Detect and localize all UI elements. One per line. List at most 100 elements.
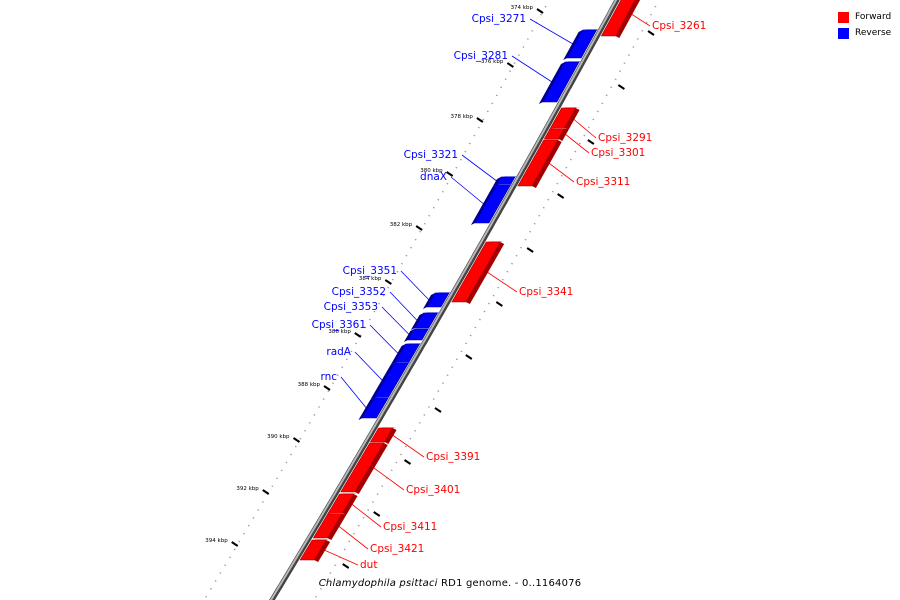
tick-label: 380 kbp [420, 168, 443, 174]
tick-mark-left [231, 541, 239, 547]
gene-side-face [403, 329, 415, 342]
gene-label-cpsi-3311[interactable]: Cpsi_3311 [576, 176, 630, 188]
tick-mark-right [526, 247, 534, 253]
leader-cpsi-3341 [486, 271, 518, 293]
leader-cpsi-3321 [461, 154, 497, 182]
gene-label-cpsi-3361[interactable]: Cpsi_3361 [312, 319, 366, 331]
gene-side-face [538, 62, 566, 104]
tick-label: 374 kbp [511, 5, 534, 11]
gene-label-cpsi-3353[interactable]: Cpsi_3353 [324, 301, 378, 313]
tick-label: 394 kbp [205, 538, 228, 544]
gene-label-cpsi-3421[interactable]: Cpsi_3421 [370, 543, 424, 555]
leader-dut [323, 549, 359, 566]
gene-label-cpsi-3351[interactable]: Cpsi_3351 [343, 265, 397, 277]
gene-cpsi-3391[interactable] [369, 427, 397, 444]
gene-side-face [558, 129, 568, 141]
leader-cpsi-3261 [631, 13, 651, 27]
gene-label-dut[interactable]: dut [360, 559, 377, 571]
gene-label-cpsi-3321[interactable]: Cpsi_3321 [404, 149, 458, 161]
gene-cpsi-3353[interactable] [403, 328, 433, 342]
tick-mark-left [262, 489, 270, 495]
gene-label-cpsi-3391[interactable]: Cpsi_3391 [426, 451, 480, 463]
tick-label: 388 kbp [298, 382, 321, 388]
gene-label-cpsi-3301[interactable]: Cpsi_3301 [591, 147, 645, 159]
gene-label-cpsi-3291[interactable]: Cpsi_3291 [598, 132, 652, 144]
leader-cpsi-3281 [511, 55, 553, 83]
leader-dnax [450, 176, 484, 205]
leader-cpsi-3352 [389, 291, 418, 321]
genome-backbone [269, 0, 620, 600]
gene-label-cpsi-3271[interactable]: Cpsi_3271 [472, 13, 526, 25]
tick-mark-right [373, 511, 381, 517]
gene-label-rada[interactable]: radA [326, 346, 351, 358]
gene-cpsi-3321[interactable] [492, 176, 519, 187]
gene-features [299, 0, 643, 562]
tick-label: 376 kbp [481, 59, 504, 65]
tick-mark-left [384, 279, 392, 285]
gene-label-cpsi-3341[interactable]: Cpsi_3341 [519, 286, 573, 298]
leader-cpsi-3401 [373, 467, 405, 491]
gene-cpsi-3341[interactable] [451, 241, 505, 304]
tick-mark-right [557, 193, 565, 199]
gene-label-rnc[interactable]: rnc [320, 371, 337, 383]
gene-side-face [370, 363, 395, 400]
gene-cpsi-3401[interactable] [340, 442, 388, 494]
leader-cpsi-3353 [381, 306, 410, 335]
gene-label-cpsi-3281[interactable]: Cpsi_3281 [454, 50, 508, 62]
legend-item-forward: Forward [838, 9, 900, 25]
gene-label-cpsi-3261[interactable]: Cpsi_3261 [652, 20, 706, 32]
gene-label-cpsi-3411[interactable]: Cpsi_3411 [383, 521, 437, 533]
tick-mark-right [495, 301, 503, 307]
leader-cpsi-3411 [351, 503, 382, 528]
gene-side-face [470, 185, 497, 225]
tick-mark-right [403, 459, 412, 465]
legend-label-reverse: Reverse [855, 28, 892, 38]
kbp-ticks: 374 kbp 376 kbp 378 kbp 380 kbp 382 kbp 384 k… [205, 5, 655, 569]
legend-label-forward: Forward [855, 12, 892, 22]
gene-cpsi-3351[interactable] [422, 292, 454, 309]
tick-label: 384 kbp [359, 276, 382, 282]
gene-side-face [563, 30, 583, 60]
leader-rada [354, 351, 383, 381]
forward-swatch [838, 11, 849, 23]
reverse-swatch [838, 27, 849, 39]
gene-side-face [314, 540, 331, 562]
gene-dut[interactable] [299, 539, 331, 562]
gene-cpsi-3291[interactable] [548, 107, 580, 132]
gene-cpsi-3421[interactable] [312, 513, 346, 540]
gene-cpsi-3361[interactable] [390, 343, 424, 365]
gene-cpsi-3281[interactable] [538, 61, 584, 104]
gene-cpsi-3352[interactable] [410, 312, 442, 330]
gene-side-face [465, 242, 505, 304]
gene-label-cpsi-3401[interactable]: Cpsi_3401 [406, 484, 460, 496]
tick-mark-right [434, 407, 442, 413]
gene-label-cpsi-3352[interactable]: Cpsi_3352 [332, 286, 386, 298]
leader-cpsi-3351 [400, 270, 430, 301]
gene-dnax[interactable] [470, 184, 515, 225]
gene-label-dnax[interactable]: dnaX [420, 171, 447, 183]
gene-side-face [531, 140, 562, 188]
tick-label: 382 kbp [390, 222, 413, 228]
gene-side-face [358, 398, 375, 420]
gene-cpsi-3271[interactable] [563, 29, 601, 60]
leader-cpsi-3361 [369, 324, 399, 354]
gene-cpsi-3311[interactable] [517, 139, 562, 188]
leader-cpsi-3301 [564, 133, 590, 154]
tick-mark-right [617, 84, 625, 90]
tick-mark-right [647, 30, 655, 36]
gene-cpsi-3261[interactable] [600, 0, 643, 38]
gene-side-face [563, 108, 580, 132]
tick-mark-left [536, 8, 544, 14]
tick-mark-right [342, 563, 350, 569]
tick-mark-right [465, 354, 473, 360]
caption-suffix: RD1 genome. - 0..1164076 [441, 578, 582, 589]
tick-mark-left [506, 62, 514, 68]
gene-rada[interactable] [370, 362, 413, 400]
tick-mark-left [415, 225, 423, 231]
leader-cpsi-3421 [338, 525, 369, 550]
gene-rnc[interactable] [358, 397, 393, 420]
gene-side-face [354, 443, 388, 494]
gene-cpsi-3301[interactable] [543, 128, 568, 141]
dotted-guide [313, 0, 661, 600]
